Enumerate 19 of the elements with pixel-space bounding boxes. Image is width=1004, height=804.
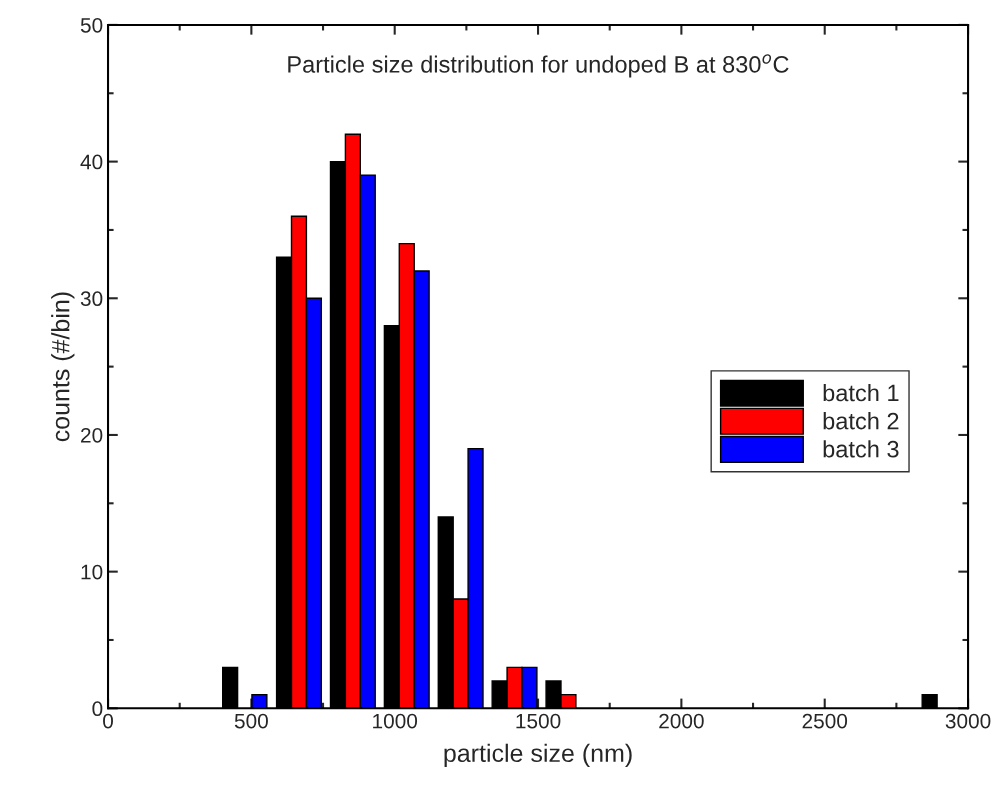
legend-label: batch 2 (823, 412, 899, 430)
y-tick-label: 30 (80, 291, 103, 307)
x-tick-label: 1000 (373, 713, 418, 729)
x-axis-title: particle size (nm) (444, 743, 632, 768)
x-tick-label: 3000 (945, 713, 991, 729)
x-tick-label: 0 (103, 713, 114, 729)
x-tick-label: 2500 (802, 713, 848, 729)
y-tick-label: 10 (81, 564, 103, 580)
y-axis-title: counts (#/bin) (51, 292, 75, 442)
x-tick-label: 500 (234, 713, 268, 729)
y-tick-label: 50 (80, 17, 103, 33)
legend-label: batch 1 (823, 384, 899, 402)
legend-label: batch 3 (823, 440, 899, 458)
text: Particle size distribution for undoped B at 830$^{o}$C (288, 54, 789, 78)
x-tick-label: 2000 (659, 713, 704, 729)
y-tick-label: 0 (92, 701, 103, 717)
y-tick-label: 20 (81, 427, 103, 443)
x-tick-label: 1500 (516, 713, 561, 729)
y-tick-label: 40 (80, 154, 103, 170)
